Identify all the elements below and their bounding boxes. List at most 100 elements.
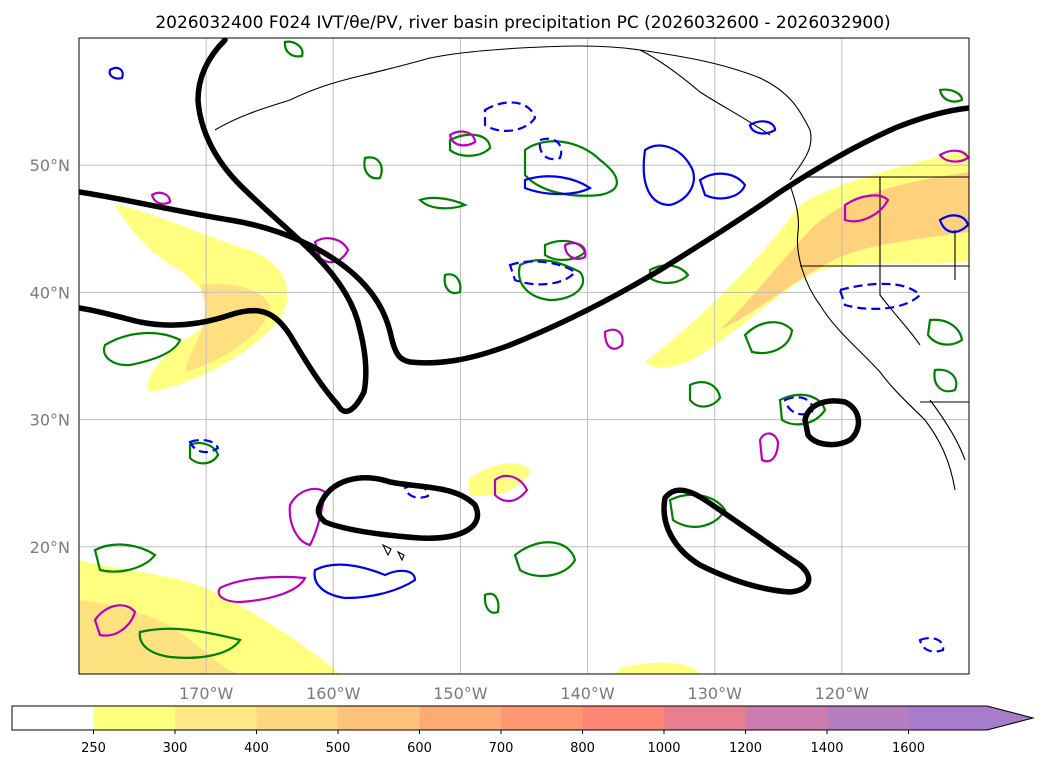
pv-blue-1 <box>642 144 696 207</box>
map-frame <box>78 37 970 675</box>
colorbar-segment <box>582 706 665 730</box>
colorbar-tick-label: 500 <box>326 741 351 756</box>
colorbar-extend-arrow <box>908 706 1033 730</box>
pv-blue-contours <box>108 66 969 600</box>
pv-green-20 <box>443 273 462 295</box>
ivt-blob-small-2 <box>615 662 700 674</box>
pv-mag-3 <box>217 575 307 604</box>
pv-blue-7 <box>938 214 969 233</box>
pv-blue-dash-6 <box>188 438 220 454</box>
lon-tick-label: 150°W <box>433 684 488 703</box>
pv-green-19 <box>363 156 383 180</box>
pv-mag-1 <box>313 237 350 264</box>
pv-green-11 <box>688 381 722 408</box>
theta-e-northwest <box>79 38 369 415</box>
border-nv-ca <box>879 266 921 346</box>
pv-mag-6 <box>843 194 890 223</box>
colorbar-segment <box>338 706 420 730</box>
lat-tick-label: 20°N <box>30 538 70 557</box>
pv-blue-4 <box>523 175 593 196</box>
coast-westcoast <box>789 184 956 491</box>
colorbar-tick-label: 600 <box>407 741 432 756</box>
pv-green-13 <box>778 393 827 426</box>
colorbar-tick-label: 250 <box>81 741 106 756</box>
lon-tick-label: 140°W <box>560 684 615 703</box>
colorbar-tick-label: 400 <box>244 741 269 756</box>
pv-green-2 <box>93 543 157 573</box>
pv-blue-dash-1 <box>483 101 537 132</box>
colorbar-segment <box>256 706 339 730</box>
pv-mag-8 <box>603 328 624 350</box>
pv-green-17 <box>926 318 964 346</box>
colorbar-segment <box>93 706 176 730</box>
ivt-plume-west <box>115 205 288 392</box>
hawaii-1 <box>381 543 392 557</box>
pv-green-21 <box>283 40 304 58</box>
colorbar-tick-label: 1200 <box>729 741 762 756</box>
pv-mag-12 <box>150 191 172 205</box>
pv-blue-2 <box>698 172 747 200</box>
pv-green-9 <box>417 196 468 210</box>
coast-baja <box>929 399 966 461</box>
lon-tick-label: 160°W <box>306 684 361 703</box>
lon-tick-label: 170°W <box>179 684 234 703</box>
colorbar-tick-label: 300 <box>163 741 188 756</box>
pv-blue-dashed-contours <box>188 101 945 653</box>
lat-tick-label: 30°N <box>30 411 70 430</box>
ivt-plume-east-core <box>720 172 969 330</box>
colorbar-segment <box>664 706 746 730</box>
pv-blue-dash-5 <box>783 396 814 416</box>
pv-green-15 <box>513 541 577 577</box>
theta-e-cut-off-2 <box>661 487 812 595</box>
colorbar-tick-label: 800 <box>570 741 595 756</box>
theta-e-contours <box>79 38 969 595</box>
colorbar-segment <box>12 706 94 730</box>
lat-tick-label: 40°N <box>30 283 70 302</box>
lon-tick-labels: 170°W 160°W 150°W 140°W 130°W 120°W <box>179 684 869 703</box>
pv-green-contours <box>93 40 964 659</box>
pv-blue-5 <box>748 120 777 135</box>
theta-e-long <box>79 105 969 366</box>
lon-tick-label: 130°W <box>688 684 743 703</box>
theta-e-cut-off-3 <box>802 398 862 448</box>
pv-green-12 <box>743 321 794 355</box>
lat-tick-label: 50°N <box>30 156 70 175</box>
pv-green-6 <box>523 140 618 197</box>
pv-magenta-contours <box>93 130 969 637</box>
pv-blue-dash-3 <box>538 137 563 161</box>
pv-blue-dash-2 <box>508 260 577 286</box>
coast-alaska <box>214 45 812 181</box>
pv-blue-dash-7 <box>403 484 430 499</box>
hawaii-2 <box>396 550 405 562</box>
pv-mag-4 <box>93 604 137 637</box>
pv-green-4 <box>188 441 220 465</box>
ivt-blob-small <box>468 463 530 497</box>
colorbar-tick-label: 1600 <box>892 741 925 756</box>
pv-mag-7 <box>758 432 780 463</box>
colorbar-tick-label: 1400 <box>810 741 843 756</box>
colorbar-segment <box>501 706 583 730</box>
colorbar-tick-label: 1000 <box>647 741 680 756</box>
pv-green-16 <box>483 592 500 614</box>
pv-mag-11 <box>938 149 969 163</box>
pv-blue-dash-8 <box>918 636 945 653</box>
colorbar-segment <box>419 706 502 730</box>
pv-green-3 <box>138 627 242 659</box>
coastlines <box>214 45 969 562</box>
coast-alaska-inner <box>639 49 771 136</box>
pv-blue-dash-4 <box>838 282 922 310</box>
pv-mag-5 <box>493 474 529 503</box>
theta-e-cut-off-1 <box>315 475 481 541</box>
pv-green-7 <box>517 259 585 302</box>
pv-blue-3 <box>313 563 417 600</box>
colorbar-outline <box>11 705 1035 731</box>
colorbar-segment <box>827 706 909 730</box>
chart-title: 2026032400 F024 IVT/θe/PV, river basin p… <box>155 13 890 33</box>
colorbar-tick-label: 700 <box>489 741 514 756</box>
pv-green-1 <box>102 332 182 367</box>
colorbar-segment <box>175 706 257 730</box>
pv-mag-10 <box>563 241 587 260</box>
pv-green-5 <box>448 133 492 157</box>
colorbar-segment <box>745 706 828 730</box>
